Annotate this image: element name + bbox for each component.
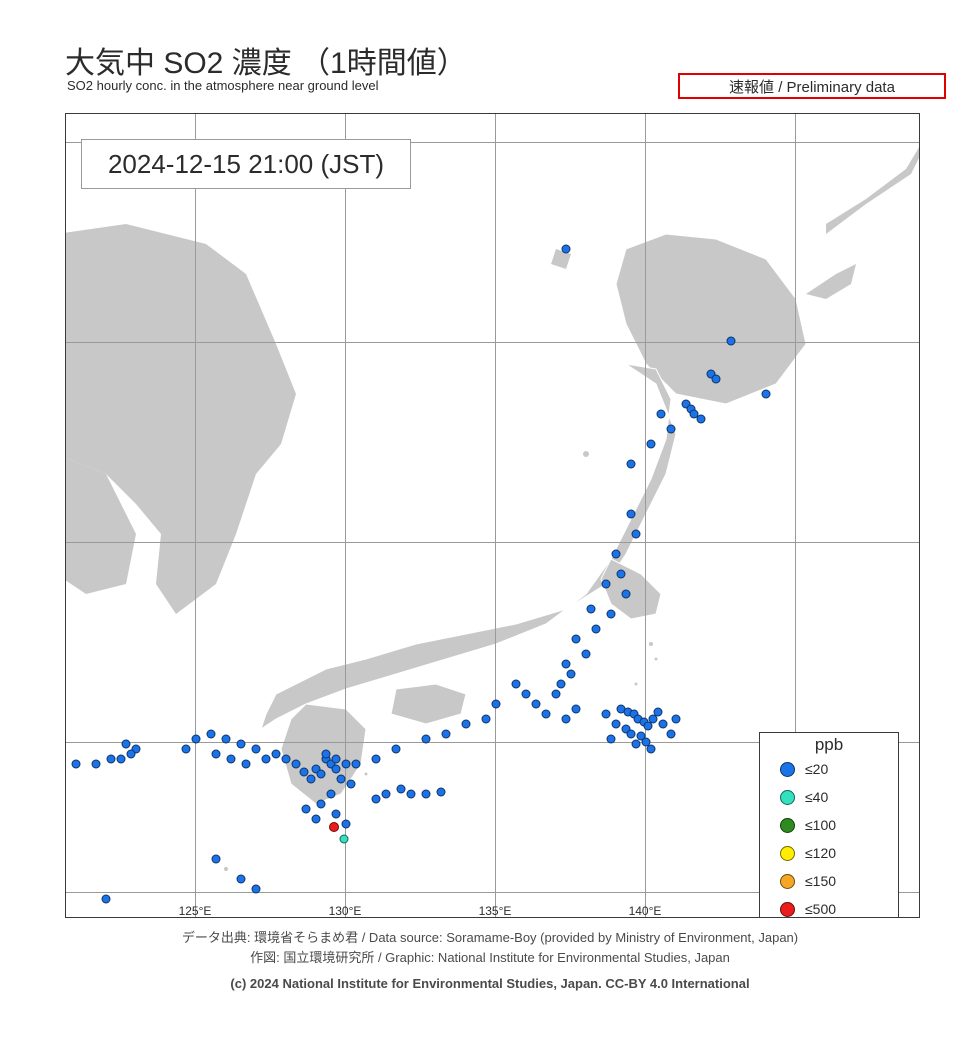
gridline-lon-135 [495,114,496,917]
legend-item-1: ≤40 [760,783,898,811]
legend-title: ppb [760,735,898,755]
x-tick-125: 125°E [179,904,212,918]
gridline-lon-125 [195,114,196,917]
gridline-lat-40 [66,342,919,343]
x-tick-140: 140°E [629,904,662,918]
legend-dot-orange [780,874,795,889]
legend-item-2: ≤100 [760,811,898,839]
legend-panel: ppb ≤20 ≤40 ≤100 ≤120 ≤150 ≤500 [759,732,899,918]
legend-dot-green [780,818,795,833]
x-tick-130: 130°E [329,904,362,918]
legend-item-4: ≤150 [760,867,898,895]
legend-item-5: ≤500 [760,895,898,918]
gridline-lon-130 [345,114,346,917]
legend-dot-blue [780,762,795,777]
preliminary-data-badge: 速報値 / Preliminary data [678,73,946,99]
gridline-lon-140 [645,114,646,917]
legend-item-0: ≤20 [760,755,898,783]
x-tick-135: 135°E [479,904,512,918]
legend-dot-red [780,902,795,917]
gridline-lat-35 [66,542,919,543]
legend-dot-teal [780,790,795,805]
legend-item-3: ≤120 [760,839,898,867]
footer-text: データ出典: 環境省そらまめ君 / Data source: Soramame-… [0,928,980,994]
map-frame[interactable]: 2024-12-15 21:00 (JST) [65,113,920,918]
legend-dot-yellow [780,846,795,861]
high-concentration-dot [329,822,339,832]
medium-concentration-dot [340,835,349,844]
title-japanese: 大気中 SO2 濃度 （1時間値） [65,38,467,82]
title-english: SO2 hourly conc. in the atmosphere near … [67,78,378,93]
datetime-label: 2024-12-15 21:00 (JST) [81,139,411,189]
